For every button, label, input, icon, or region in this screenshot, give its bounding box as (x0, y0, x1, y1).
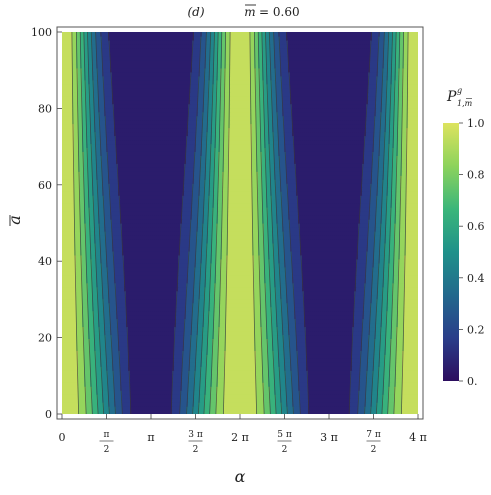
heat-cell (416, 362, 419, 367)
title-value: = 0.60 (259, 5, 300, 19)
heat-cell (416, 330, 419, 335)
heat-cell (416, 386, 419, 391)
heat-cell (416, 398, 419, 403)
heat-cell (416, 402, 419, 407)
heat-cell (416, 354, 419, 359)
panel-label: (d) (187, 5, 204, 19)
heat-cell (416, 319, 419, 324)
heat-cell (416, 315, 419, 320)
heat-cell (416, 307, 419, 312)
heat-cell (416, 322, 419, 327)
heat-cell (416, 326, 419, 331)
heat-cell (416, 338, 419, 343)
heat-cell (416, 346, 419, 351)
heat-cell (416, 378, 419, 383)
heat-cell (416, 370, 419, 375)
heat-cell (416, 410, 419, 415)
chart-title: m = 0.60 (244, 5, 299, 19)
heat-cell (416, 358, 419, 363)
heat-cell (416, 311, 419, 316)
heat-cell (416, 350, 419, 355)
heat-cell (416, 374, 419, 379)
heat-cell (416, 342, 419, 347)
heat-cell (416, 303, 419, 308)
heat-cell (416, 382, 419, 387)
heat-cell (416, 390, 419, 395)
title-symbol: m (244, 5, 255, 19)
heat-cell (416, 334, 419, 339)
heat-cell (416, 406, 419, 411)
heat-cell (416, 366, 419, 371)
plot-area (62, 32, 419, 415)
heat-cell (416, 394, 419, 399)
